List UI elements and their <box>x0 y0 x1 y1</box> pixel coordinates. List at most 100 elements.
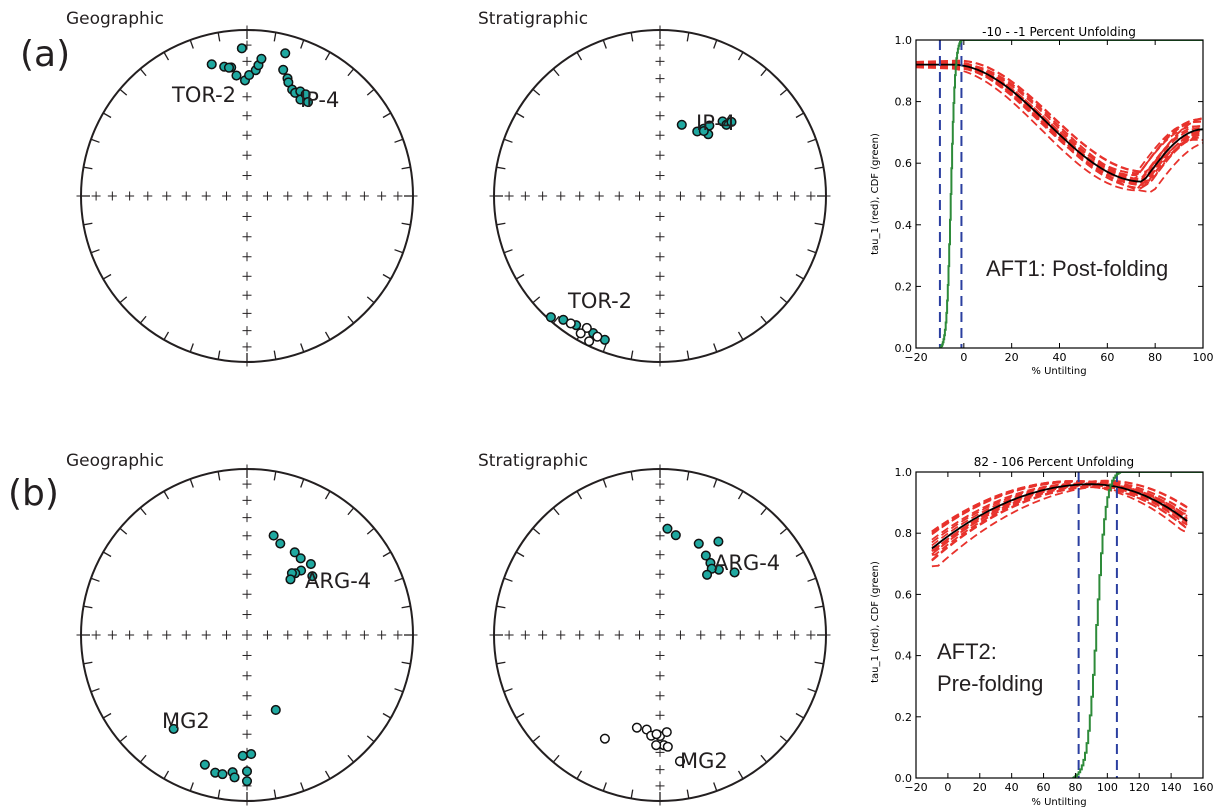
direction-point-tor2 <box>565 318 576 329</box>
direction-point-mg2 <box>631 722 642 733</box>
direction-point-ip4 <box>302 97 314 108</box>
direction-point-tor2 <box>206 59 217 70</box>
rim-tick <box>686 471 690 481</box>
rim-tick <box>779 88 788 96</box>
y-tick-label: 0.8 <box>895 96 913 109</box>
rim-tick <box>163 490 170 500</box>
rim-tick <box>189 478 194 488</box>
x-tick-label: 120 <box>1129 781 1150 794</box>
x-tick-label: 140 <box>1161 781 1182 794</box>
site-label-tor2-geographic: TOR-2 <box>171 83 236 107</box>
rim-tick <box>83 222 93 226</box>
rim-tick <box>515 551 525 558</box>
bootstrap-tau-line <box>931 486 1188 568</box>
rim-tick <box>760 68 768 77</box>
rim-tick <box>83 166 93 170</box>
rim-tick <box>807 138 817 143</box>
net-title-b-geographic: Geographic <box>66 451 164 471</box>
rim-tick <box>189 782 194 792</box>
rim-tick <box>300 478 305 488</box>
rim-tick <box>779 527 788 535</box>
rim-tick <box>300 39 305 49</box>
bootstrap-tau-line <box>931 482 1188 541</box>
y-tick-label: 0.2 <box>895 711 913 724</box>
x-tick-label: 60 <box>1100 351 1114 364</box>
y-tick-label: 0.0 <box>895 342 913 355</box>
bootstrap-tau-line <box>916 66 1203 193</box>
cdf-line <box>939 40 1203 348</box>
rim-tick <box>515 712 525 719</box>
rim-tick <box>102 273 112 280</box>
rim-tick <box>686 32 690 42</box>
rim-tick <box>273 350 277 360</box>
bootstrap-tau-line <box>916 64 1203 187</box>
rim-tick <box>686 350 690 360</box>
rim-tick <box>760 507 768 516</box>
foldtest-chart-a: -10 - -1 Percent Unfolding % Untilting t… <box>870 25 1214 377</box>
direction-point-arg4 <box>295 553 306 564</box>
direction-point-mg2 <box>217 769 228 780</box>
site-label-mg2-stratigraphic: MG2 <box>680 749 728 773</box>
rim-tick <box>83 661 93 665</box>
x-axis-label-a: % Untilting <box>1031 366 1086 377</box>
rim-tick <box>552 507 560 516</box>
direction-point-tor2 <box>592 331 603 342</box>
x-tick-label: 160 <box>1193 781 1214 794</box>
rim-tick <box>503 249 513 254</box>
y-tick-label: 0.8 <box>895 527 913 540</box>
rim-tick <box>139 507 147 516</box>
direction-point-ip4 <box>726 116 737 128</box>
x-tick-label: 0 <box>960 351 967 364</box>
chart-annotation-a-line1: AFT1: Post-folding <box>986 256 1168 281</box>
site-label-ip4-geographic: IP-4 <box>300 88 339 112</box>
direction-point-ip4 <box>698 125 709 137</box>
rim-tick <box>394 249 404 254</box>
rim-tick <box>795 712 805 719</box>
y-tick-label: 1.0 <box>895 34 913 47</box>
bootstrap-tau-line <box>931 482 1188 544</box>
rim-tick <box>576 490 583 500</box>
direction-point-tor2 <box>256 53 267 64</box>
rim-tick <box>807 577 817 582</box>
mean-tau-line <box>931 483 1188 550</box>
rim-tick <box>496 605 506 609</box>
rim-tick <box>496 222 506 226</box>
rim-tick <box>630 350 634 360</box>
x-tick-label: 60 <box>1037 781 1051 794</box>
y-tick-label: 0.4 <box>895 219 913 232</box>
rim-tick <box>366 296 375 304</box>
stereonet-a-stratigraphic <box>489 25 831 367</box>
plot-frame <box>915 471 1204 779</box>
direction-point-mg2 <box>662 741 673 752</box>
net-title-a-geographic: Geographic <box>66 9 164 29</box>
rim-tick <box>532 735 541 743</box>
rim-tick <box>300 782 305 792</box>
site-label-ip4-stratigraphic: IP-4 <box>696 111 735 135</box>
rim-tick <box>737 770 744 780</box>
rim-tick <box>814 661 824 665</box>
rim-tick <box>602 478 607 488</box>
rim-tick <box>217 789 221 799</box>
rim-tick <box>814 166 824 170</box>
rim-tick <box>90 577 100 582</box>
direction-point-arg4 <box>729 567 740 578</box>
site-label-mg2-geographic: MG2 <box>162 709 210 733</box>
rim-tick <box>382 273 392 280</box>
rim-tick <box>795 551 805 558</box>
direction-point-ip4 <box>278 64 289 75</box>
plot-area <box>916 40 1203 348</box>
rim-tick <box>602 343 607 353</box>
x-tick-label: 100 <box>1193 351 1214 364</box>
rim-tick <box>366 735 375 743</box>
chart-annotation-b-line2: Pre-folding <box>937 671 1043 696</box>
rim-tick <box>324 51 331 61</box>
direction-point-mg2 <box>241 776 253 787</box>
direction-point-arg4 <box>713 536 724 547</box>
direction-point-arg4 <box>307 571 318 582</box>
rim-tick <box>503 688 513 693</box>
direction-point-arg4 <box>670 530 681 541</box>
net-title-b-stratigraphic: Stratigraphic <box>478 451 588 471</box>
stereonet-b-geographic <box>76 464 418 806</box>
direction-point-tor2 <box>244 70 255 81</box>
